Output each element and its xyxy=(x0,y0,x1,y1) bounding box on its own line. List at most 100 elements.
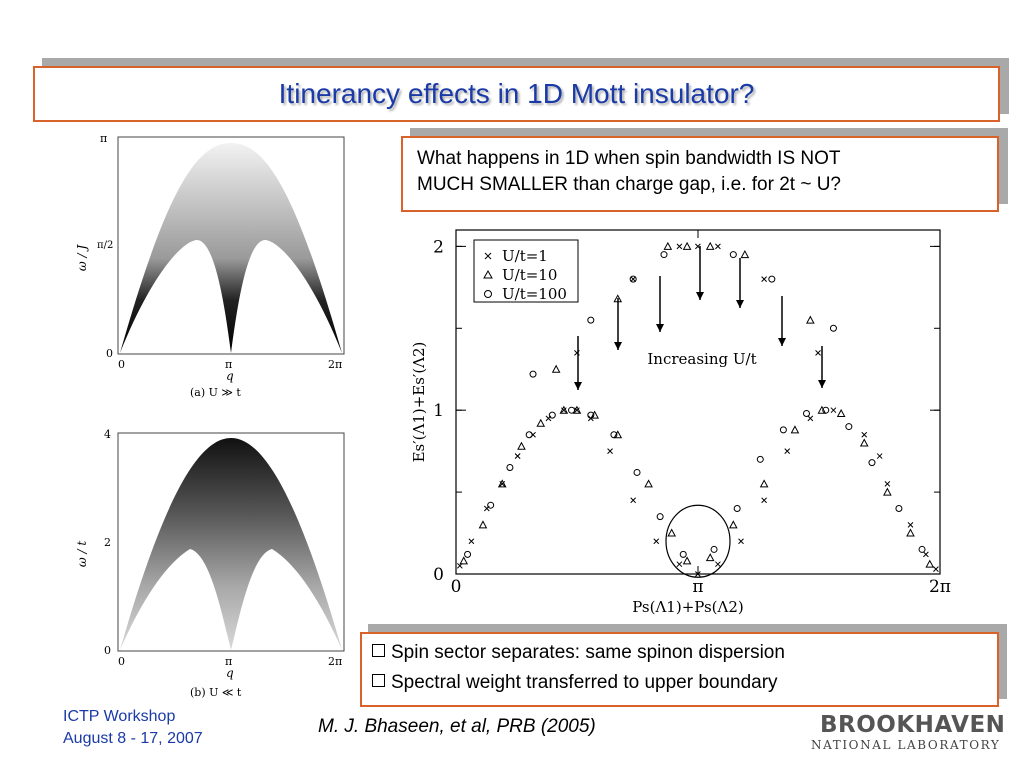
series-point-circle xyxy=(568,406,576,414)
highlight-circle xyxy=(665,504,731,578)
logo-line-1: BROOKHAVEN xyxy=(820,712,1005,738)
series-point-x xyxy=(923,551,929,558)
question-box: What happens in 1D when spin bandwidth I… xyxy=(401,136,999,212)
series-point-triangle xyxy=(682,556,692,565)
legend-marker-triangle xyxy=(483,269,493,279)
series-point-x xyxy=(607,448,613,454)
spectral-plot-a: π π/2 0 0 π 2π q (a) U ≫ t ω / J xyxy=(75,132,345,399)
series-point-x xyxy=(653,538,660,545)
plot-a-xtick-pi: π xyxy=(225,358,232,371)
series-point-circle xyxy=(587,316,595,324)
series-point-x xyxy=(676,561,683,568)
series-point-x xyxy=(676,243,683,250)
footer-line-2: August 8 - 17, 2007 xyxy=(63,730,203,747)
series-point-x xyxy=(761,276,767,282)
series-point-triangle xyxy=(817,405,827,414)
series-point-x xyxy=(715,561,721,568)
checkbox-bullet-icon xyxy=(372,644,385,657)
series-point-x xyxy=(574,407,580,414)
series-point-x xyxy=(807,415,814,422)
series-point-circle xyxy=(525,431,533,439)
series-point-x xyxy=(815,350,821,356)
series-point-circle xyxy=(802,409,810,417)
series-point-circle xyxy=(629,275,637,283)
bullet-item-1: Spin sector separates: same spinon dispe… xyxy=(372,642,785,664)
plot-b-ytick-bottom: 0 xyxy=(104,644,111,657)
annotation-increasing: Increasing U/t xyxy=(647,350,756,368)
legend-label: U/t=100 xyxy=(502,285,567,303)
logo-line-2: NATIONAL LABORATORY xyxy=(811,738,1000,752)
series-point-x xyxy=(499,481,506,487)
series-point-x xyxy=(715,243,721,250)
series-point-triangle xyxy=(459,556,469,565)
series-point-x xyxy=(761,497,767,504)
series-point-circle xyxy=(895,504,903,512)
series-point-triangle xyxy=(667,528,677,537)
series-point-circle xyxy=(779,426,787,434)
arrow-head-icon xyxy=(736,300,744,308)
checkbox-bullet-icon xyxy=(372,674,385,687)
series-point-x xyxy=(738,538,744,545)
series-point-x xyxy=(695,243,701,250)
series-point-x xyxy=(933,566,939,572)
arrow-head-icon xyxy=(614,342,622,350)
series-point-circle xyxy=(506,464,514,472)
citation: M. J. Bhaseen, et al, PRB (2005) xyxy=(318,716,596,737)
series-point-circle xyxy=(548,411,556,419)
brookhaven-logo: BROOKHAVEN NATIONAL LABORATORY xyxy=(811,712,1005,752)
series-point-triangle xyxy=(705,553,715,562)
series-point-triangle xyxy=(559,405,569,414)
series-point-circle xyxy=(679,550,687,558)
series-point-circle xyxy=(729,251,737,259)
series-point-x xyxy=(830,407,837,414)
arrow-head-icon xyxy=(778,338,786,346)
y-tick-label: 1 xyxy=(433,401,444,421)
arrow-head-icon xyxy=(656,324,664,332)
question-line-2: MUCH SMALLER than charge gap, i.e. for 2… xyxy=(417,174,842,195)
plot-a-caption: (a) U ≫ t xyxy=(190,386,241,399)
series-point-triangle xyxy=(551,364,561,373)
series-point-circle xyxy=(829,324,837,332)
series-point-x xyxy=(630,276,637,282)
series-point-x xyxy=(514,453,521,459)
legend-marker-circle xyxy=(484,290,492,298)
plot-b-xtick-2pi: 2π xyxy=(328,655,342,668)
series-point-triangle xyxy=(790,425,800,434)
series-point-circle xyxy=(610,431,618,439)
bullet-text-1: Spin sector separates: same spinon dispe… xyxy=(391,642,785,663)
series-point-triangle xyxy=(613,294,623,303)
series-point-circle xyxy=(868,459,876,467)
series-point-triangle xyxy=(663,241,673,250)
title-box: Itinerancy effects in 1D Mott insulator? xyxy=(33,66,1000,122)
plot-a-ylabel: ω / J xyxy=(75,244,89,271)
series-point-x xyxy=(907,522,914,528)
series-point-triangle xyxy=(806,315,815,324)
dispersion-chart: U/t=1U/t=10U/t=100 0 π 2π 0 1 2 Ps(Λ1)+Ps(Λ2) E… xyxy=(410,229,951,616)
slide-title: Itinerancy effects in 1D Mott insulator? xyxy=(278,78,755,109)
footer-line-1: ICTP Workshop xyxy=(63,708,176,725)
plot-a-xtick-0: 0 xyxy=(118,358,125,371)
series-point-circle xyxy=(710,545,718,553)
series-point-triangle xyxy=(740,250,750,259)
legend-box xyxy=(473,239,579,303)
plot-b-caption: (b) U ≪ t xyxy=(190,686,242,699)
series-point-circle xyxy=(733,504,741,512)
plot-a-xlabel: q xyxy=(226,369,234,383)
series-point-x xyxy=(574,350,580,356)
series-point-triangle xyxy=(497,479,507,488)
bullets-box: Spin sector separates: same spinon dispe… xyxy=(360,632,999,707)
footer-event: ICTP Workshop August 8 - 17, 2007 xyxy=(63,706,203,750)
series-point-x xyxy=(876,453,883,459)
plot-b-ytick-mid: 2 xyxy=(104,536,111,549)
x-tick-label: 0 xyxy=(451,577,462,597)
series-point-triangle xyxy=(836,408,846,417)
series-point-triangle xyxy=(925,559,935,568)
series-point-circle xyxy=(660,251,668,259)
arrow-head-icon xyxy=(574,382,582,390)
plot-b-ylabel: ω / t xyxy=(75,541,89,567)
x-axis-label: Ps(Λ1)+Ps(Λ2) xyxy=(632,598,744,616)
series-point-circle xyxy=(822,406,830,414)
series-point-triangle xyxy=(572,405,582,414)
chart-legend: U/t=1U/t=10U/t=100 xyxy=(473,239,579,303)
series-point-circle xyxy=(464,550,472,558)
